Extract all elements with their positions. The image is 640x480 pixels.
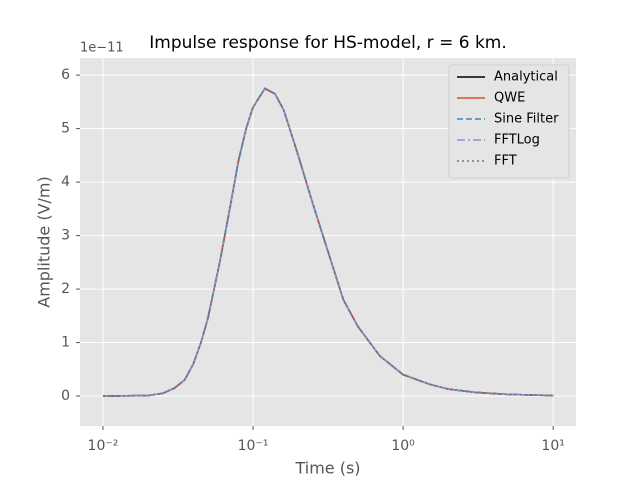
y-tick-label: 5 [61, 121, 70, 137]
legend-label: Sine Filter [494, 112, 559, 127]
y-tick-label: 1 [61, 335, 70, 351]
y-tick-label: 6 [61, 67, 70, 83]
x-tick-label: 10⁰ [391, 438, 415, 454]
y-offset-label: 1e−11 [80, 41, 124, 56]
legend-box [448, 64, 570, 179]
legend-label: Analytical [494, 70, 558, 85]
data-line [102, 87, 554, 397]
y-tick-label: 3 [61, 228, 70, 244]
x-axis-label: Time (s) [294, 459, 360, 478]
y-axis-label: Amplitude (V/m) [35, 176, 54, 307]
legend-label: FFT [494, 154, 517, 169]
x-tick-label: 10¹ [541, 438, 564, 454]
x-tick-label: 10⁻¹ [238, 438, 269, 454]
x-tick-label: 10⁻² [88, 438, 119, 454]
data-line [102, 87, 554, 397]
legend-label: QWE [494, 91, 525, 106]
chart-title: Impulse response for HS-model, r = 6 km. [149, 33, 507, 53]
y-tick-label: 4 [61, 174, 70, 190]
legend-label: FFTLog [494, 133, 540, 148]
y-tick-label: 2 [61, 281, 70, 297]
y-tick-label: 0 [61, 388, 70, 404]
